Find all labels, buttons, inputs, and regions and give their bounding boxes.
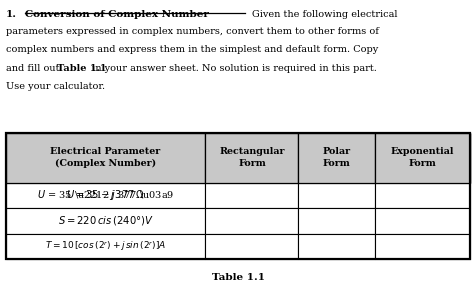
Text: Conversion of Complex Number: Conversion of Complex Number: [25, 10, 208, 19]
Text: $U = 35 - j\,377\,\Omega$: $U = 35 - j\,377\,\Omega$: [66, 188, 145, 202]
Text: $T = 10\,[cos\,(2^r) + j\,sin\,(2^r)]A$: $T = 10\,[cos\,(2^r) + j\,sin\,(2^r)]A$: [45, 240, 166, 253]
Text: $\mathit{U}$ = 35 \u2212 $\mathit{j}$ 377 \u03a9: $\mathit{U}$ = 35 \u2212 $\mathit{j}$ 37…: [37, 188, 174, 202]
Text: parameters expressed in complex numbers, convert them to other forms of: parameters expressed in complex numbers,…: [6, 27, 378, 36]
Text: Rectangular
Form: Rectangular Form: [219, 147, 285, 168]
Text: in your answer sheet. No solution is required in this part.: in your answer sheet. No solution is req…: [89, 64, 377, 73]
Text: Polar
Form: Polar Form: [323, 147, 351, 168]
Text: Electrical Parameter
(Complex Number): Electrical Parameter (Complex Number): [50, 147, 161, 168]
Text: complex numbers and express them in the simplest and default form. Copy: complex numbers and express them in the …: [6, 45, 378, 54]
Text: 1.: 1.: [6, 10, 17, 19]
Text: Table 1.1: Table 1.1: [211, 273, 265, 282]
Text: $S = 220\,cis\,(240°)V$: $S = 220\,cis\,(240°)V$: [58, 215, 153, 227]
Text: Exponential
Form: Exponential Form: [391, 147, 455, 168]
Text: Table 1.1: Table 1.1: [57, 64, 107, 73]
Text: Given the following electrical: Given the following electrical: [252, 10, 398, 19]
Text: Use your calculator.: Use your calculator.: [6, 82, 105, 91]
Text: and fill out: and fill out: [6, 64, 62, 73]
